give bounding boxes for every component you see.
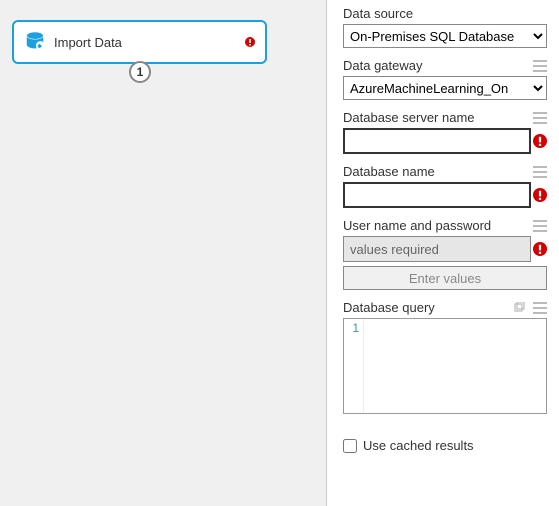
error-icon xyxy=(533,242,547,256)
hamburger-icon[interactable] xyxy=(533,302,547,314)
hamburger-icon[interactable] xyxy=(533,112,547,124)
output-port-1[interactable]: 1 xyxy=(129,61,151,83)
properties-panel: Data source On-Premises SQL Database Dat… xyxy=(327,0,559,506)
credentials-field: User name and password values required E… xyxy=(343,218,547,290)
import-data-module[interactable]: Import Data xyxy=(12,20,267,64)
db-server-input[interactable] xyxy=(343,128,531,154)
data-gateway-label: Data gateway xyxy=(343,58,423,73)
credentials-box: values required xyxy=(343,236,531,262)
line-gutter: 1 xyxy=(344,319,364,413)
port-number: 1 xyxy=(137,65,144,79)
error-icon xyxy=(245,37,255,47)
query-label: Database query xyxy=(343,300,435,315)
db-server-label: Database server name xyxy=(343,110,475,125)
cache-checkbox[interactable] xyxy=(343,439,357,453)
hamburger-icon[interactable] xyxy=(533,220,547,232)
query-editor[interactable]: 1 xyxy=(343,318,547,414)
data-source-select[interactable]: On-Premises SQL Database xyxy=(343,24,547,48)
enter-values-button[interactable]: Enter values xyxy=(343,266,547,290)
query-text[interactable] xyxy=(364,319,546,413)
designer-canvas[interactable]: Import Data 1 xyxy=(0,0,327,506)
cache-field: Use cached results xyxy=(343,438,547,453)
database-icon xyxy=(24,31,46,53)
data-gateway-select[interactable]: AzureMachineLearning_On xyxy=(343,76,547,100)
module-label: Import Data xyxy=(54,35,245,50)
db-name-field: Database name xyxy=(343,164,547,208)
error-icon xyxy=(533,188,547,202)
data-source-field: Data source On-Premises SQL Database xyxy=(343,6,547,48)
data-gateway-field: Data gateway AzureMachineLearning_On xyxy=(343,58,547,100)
credentials-label: User name and password xyxy=(343,218,491,233)
db-server-field: Database server name xyxy=(343,110,547,154)
data-source-label: Data source xyxy=(343,6,413,21)
cache-label: Use cached results xyxy=(363,438,474,453)
error-icon xyxy=(533,134,547,148)
hamburger-icon[interactable] xyxy=(533,60,547,72)
db-name-input[interactable] xyxy=(343,182,531,208)
hamburger-icon[interactable] xyxy=(533,166,547,178)
popout-icon[interactable] xyxy=(513,302,525,314)
db-name-label: Database name xyxy=(343,164,435,179)
query-field: Database query 1 xyxy=(343,300,547,414)
